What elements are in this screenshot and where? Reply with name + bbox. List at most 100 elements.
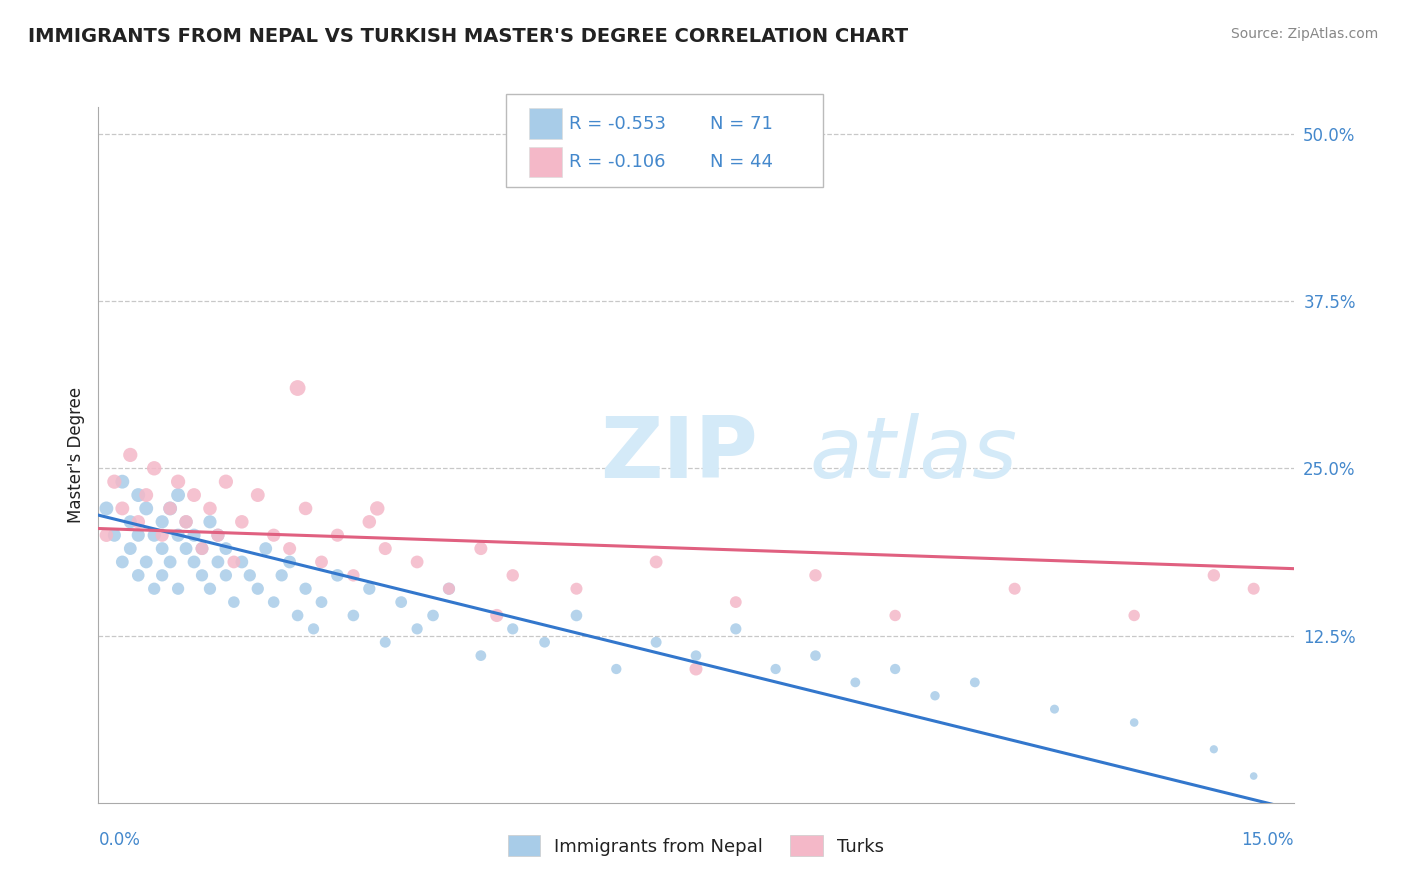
Point [198, 582, 221, 596]
Point [1004, 582, 1026, 596]
Point [135, 501, 157, 516]
Point [150, 541, 173, 556]
Point [198, 515, 221, 529]
Point [685, 648, 707, 663]
Point [127, 528, 149, 542]
Point [127, 568, 149, 582]
Point [183, 528, 205, 542]
Point [342, 568, 364, 582]
Point [565, 608, 588, 623]
Point [605, 662, 627, 676]
Point [406, 622, 429, 636]
Point [1243, 769, 1265, 783]
Text: R = -0.553: R = -0.553 [569, 114, 666, 133]
Point [167, 528, 190, 542]
Point [765, 662, 787, 676]
Point [422, 608, 444, 623]
Point [1202, 568, 1225, 582]
Point [963, 675, 986, 690]
Point [207, 528, 229, 542]
Point [215, 475, 238, 489]
Point [103, 475, 125, 489]
Point [502, 622, 524, 636]
Point [150, 528, 173, 542]
Point [724, 622, 747, 636]
Point [263, 528, 285, 542]
Point [1123, 608, 1146, 623]
Point [470, 541, 492, 556]
Point [1202, 742, 1225, 756]
Point [191, 568, 214, 582]
Point [183, 555, 205, 569]
Text: Source: ZipAtlas.com: Source: ZipAtlas.com [1230, 27, 1378, 41]
Point [174, 515, 197, 529]
Point [406, 555, 429, 569]
Point [437, 582, 460, 596]
Point [389, 595, 412, 609]
Point [231, 515, 253, 529]
Point [263, 595, 285, 609]
Point [246, 582, 269, 596]
Point [96, 501, 118, 516]
Point [167, 475, 190, 489]
Text: N = 44: N = 44 [710, 153, 773, 170]
Point [326, 568, 349, 582]
Point [533, 635, 555, 649]
Point [103, 528, 125, 542]
Point [366, 501, 388, 516]
Point [254, 541, 277, 556]
Text: 0.0%: 0.0% [98, 830, 141, 848]
Point [485, 608, 508, 623]
Point [174, 515, 197, 529]
Point [374, 635, 396, 649]
Point [294, 582, 316, 596]
Point [565, 582, 588, 596]
Point [183, 488, 205, 502]
Point [143, 582, 166, 596]
Point [924, 689, 946, 703]
Point [239, 568, 262, 582]
Point [111, 475, 134, 489]
Point [191, 541, 214, 556]
Point [270, 568, 292, 582]
Point [844, 675, 866, 690]
Point [884, 608, 907, 623]
Point [222, 555, 245, 569]
Point [198, 501, 221, 516]
Point [1243, 582, 1265, 596]
Point [246, 488, 269, 502]
Point [120, 515, 142, 529]
Point [96, 528, 118, 542]
Point [111, 501, 134, 516]
Text: 15.0%: 15.0% [1241, 830, 1294, 848]
Point [207, 528, 229, 542]
Point [724, 595, 747, 609]
Point [685, 662, 707, 676]
Point [374, 541, 396, 556]
Point [159, 555, 181, 569]
Point [1123, 715, 1146, 730]
Point [287, 608, 309, 623]
Text: N = 71: N = 71 [710, 114, 773, 133]
Point [645, 555, 668, 569]
Text: ZIP: ZIP [600, 413, 758, 497]
Point [302, 622, 325, 636]
Point [120, 541, 142, 556]
Point [174, 541, 197, 556]
Point [143, 528, 166, 542]
Point [111, 555, 134, 569]
Point [143, 461, 166, 475]
Point [359, 582, 381, 596]
Point [150, 515, 173, 529]
Point [135, 488, 157, 502]
Point [294, 501, 316, 516]
Text: atlas: atlas [810, 413, 1018, 497]
Point [127, 488, 149, 502]
Point [150, 568, 173, 582]
Point [159, 501, 181, 516]
Point [159, 501, 181, 516]
Point [326, 528, 349, 542]
Point [278, 541, 301, 556]
Point [222, 595, 245, 609]
Point [804, 648, 827, 663]
